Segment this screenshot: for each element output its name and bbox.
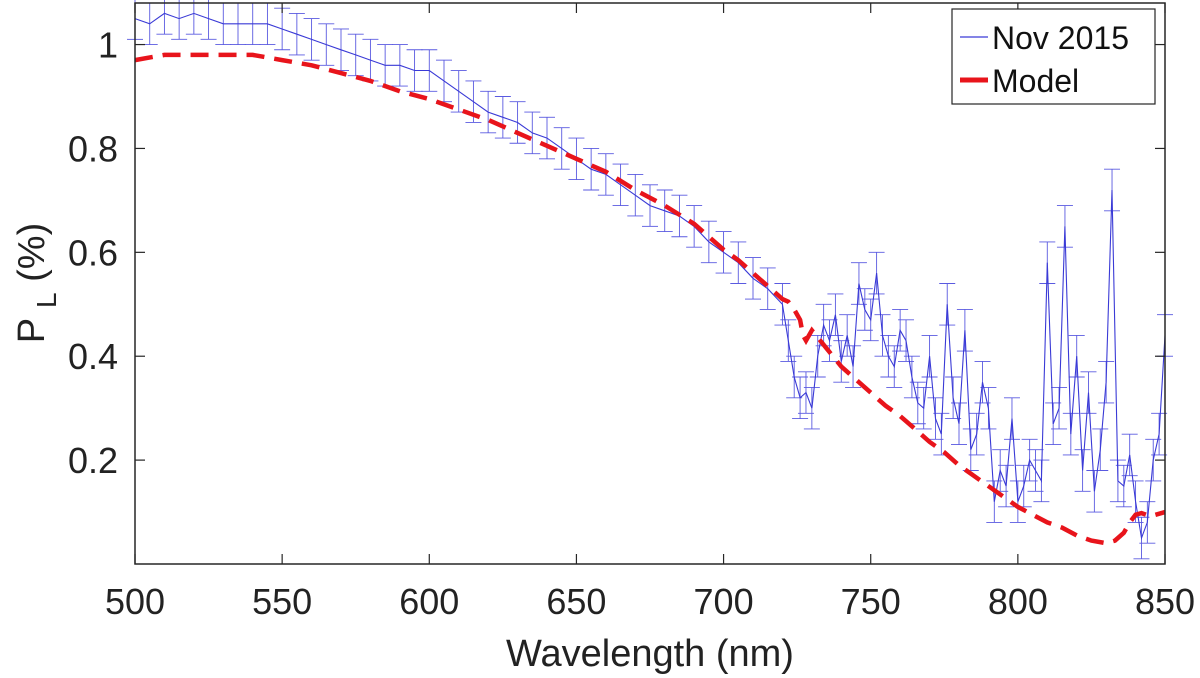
- y-tick-label: 0.6: [68, 232, 118, 273]
- y-tick-label: 1: [98, 25, 118, 66]
- y-tick-label: 0.4: [68, 336, 118, 377]
- series-line-model: [134, 52, 1166, 546]
- x-axis-title: Wavelength (nm): [506, 633, 794, 675]
- x-tick-label: 500: [105, 581, 165, 622]
- y-axis-title-unit: (%): [11, 223, 53, 282]
- legend-label-nov-2015: Nov 2015: [992, 20, 1129, 56]
- svg-text:P L (%): P L (%): [11, 223, 65, 343]
- x-tick-label: 650: [546, 581, 606, 622]
- y-axis-title-main: P: [11, 319, 53, 344]
- x-tick-labels: 500 550 600 650 700 750 800 850: [105, 581, 1195, 622]
- legend-box: [951, 8, 1156, 105]
- y-tick-label: 0.8: [68, 128, 118, 169]
- x-tick-label: 700: [694, 581, 754, 622]
- error-bar: [1003, 397, 1020, 440]
- plot-frame: [134, 2, 1166, 565]
- y-tick-label: 0.2: [68, 440, 118, 481]
- y-tick-labels: 0.2 0.4 0.6 0.8 1: [68, 25, 118, 482]
- x-tick-label: 800: [988, 581, 1048, 622]
- legend-label-model: Model: [992, 63, 1079, 99]
- axis-ticks: [134, 3, 1166, 564]
- x-tick-label: 850: [1135, 581, 1195, 622]
- error-bar: [956, 309, 973, 352]
- x-tick-label: 750: [841, 581, 901, 622]
- series-line-nov-2015: [134, 12, 1166, 541]
- legend: Nov 2015 Model: [951, 8, 1156, 105]
- y-axis-title: P L (%): [11, 223, 65, 343]
- x-tick-label: 550: [252, 581, 312, 622]
- y-axis-title-subscript: L: [31, 292, 62, 308]
- x-tick-label: 600: [399, 581, 459, 622]
